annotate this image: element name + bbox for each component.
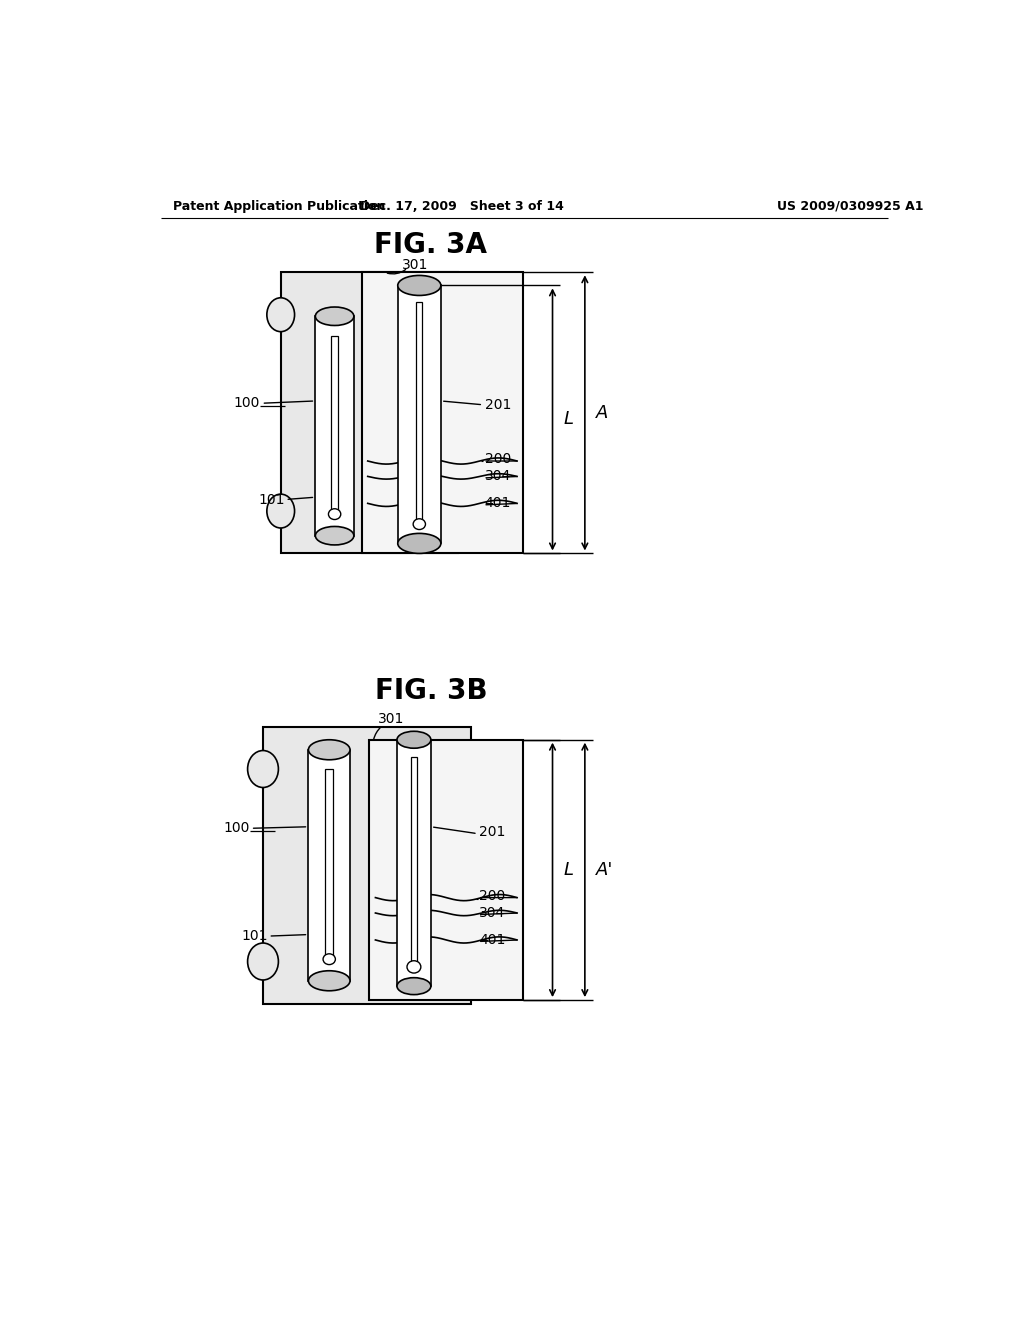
Text: 301: 301: [402, 257, 429, 272]
Text: 200: 200: [479, 890, 506, 903]
Bar: [281, 272, 458, 553]
Ellipse shape: [248, 942, 279, 979]
Text: 200: 200: [484, 451, 511, 466]
Text: A': A': [596, 861, 613, 879]
Text: 100: 100: [223, 821, 250, 836]
Bar: [308, 750, 350, 981]
Ellipse shape: [267, 298, 295, 331]
Text: 304: 304: [479, 906, 506, 920]
Ellipse shape: [397, 731, 431, 748]
Ellipse shape: [308, 970, 350, 991]
Text: FIG. 3A: FIG. 3A: [375, 231, 487, 259]
Text: Dec. 17, 2009   Sheet 3 of 14: Dec. 17, 2009 Sheet 3 of 14: [359, 199, 563, 213]
Text: 100: 100: [233, 396, 260, 411]
Text: L: L: [563, 861, 573, 879]
Bar: [397, 739, 431, 986]
Text: A: A: [596, 404, 608, 422]
Text: 401: 401: [484, 496, 511, 511]
Text: US 2009/0309925 A1: US 2009/0309925 A1: [777, 199, 924, 213]
Text: FIG. 3B: FIG. 3B: [375, 677, 487, 705]
Text: L: L: [563, 411, 573, 429]
Ellipse shape: [329, 508, 341, 520]
Bar: [411, 756, 417, 969]
Text: 201: 201: [484, 397, 511, 412]
Ellipse shape: [315, 308, 354, 326]
Text: 101: 101: [258, 492, 285, 507]
Text: 401: 401: [479, 933, 506, 946]
Text: 304: 304: [484, 470, 511, 483]
Bar: [397, 285, 441, 544]
Text: Patent Application Publication: Patent Application Publication: [173, 199, 385, 213]
Ellipse shape: [323, 954, 336, 965]
Text: 201: 201: [479, 825, 506, 840]
Ellipse shape: [267, 494, 295, 528]
Bar: [263, 726, 471, 1003]
Bar: [331, 335, 339, 516]
Text: 301: 301: [378, 711, 404, 726]
Ellipse shape: [397, 276, 441, 296]
Text: 101: 101: [241, 929, 267, 942]
Bar: [326, 770, 333, 961]
Bar: [416, 302, 422, 527]
Bar: [361, 272, 523, 553]
Ellipse shape: [308, 739, 350, 760]
Ellipse shape: [413, 519, 425, 529]
Ellipse shape: [248, 751, 279, 788]
Ellipse shape: [397, 533, 441, 553]
Bar: [370, 739, 523, 1001]
Ellipse shape: [397, 978, 431, 995]
Ellipse shape: [407, 961, 421, 973]
Bar: [315, 317, 354, 536]
Ellipse shape: [315, 527, 354, 545]
